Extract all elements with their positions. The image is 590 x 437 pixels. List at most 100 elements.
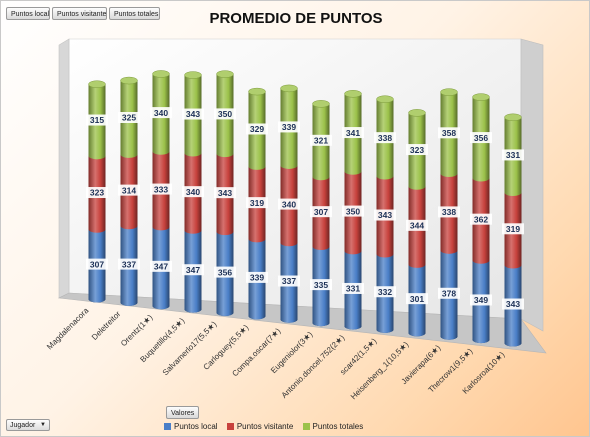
valores-field-button[interactable]: Valores <box>166 406 200 419</box>
bar-segment-bottom <box>504 261 522 269</box>
data-label: 350 <box>218 109 232 119</box>
bar-segment-bottom <box>280 239 298 247</box>
data-label-box <box>278 275 300 287</box>
bar-segment-bottom <box>408 260 426 268</box>
data-label-box <box>374 132 396 144</box>
data-label: 378 <box>442 288 456 298</box>
data-label-box <box>118 184 140 196</box>
data-label: 301 <box>410 294 424 304</box>
data-label: 347 <box>154 262 168 272</box>
data-label-box <box>182 264 204 276</box>
bar-top-cap <box>152 70 170 78</box>
data-label: 356 <box>218 267 232 277</box>
data-label: 325 <box>122 113 136 123</box>
bar-group: 307 323 315 <box>86 80 108 303</box>
data-label: 340 <box>154 108 168 118</box>
bar-top-cap <box>88 80 106 88</box>
legend: Puntos local Puntos visitante Puntos tot… <box>164 422 370 434</box>
bar-group: 337 340 339 <box>278 84 300 323</box>
bar-top-cap <box>376 95 394 103</box>
legend-label-local: Puntos local <box>174 422 218 431</box>
data-label-box <box>182 108 204 120</box>
bar-segment-bottom <box>440 332 458 340</box>
data-label-box <box>502 298 524 310</box>
bar-segment-bottom <box>344 322 362 330</box>
data-label-box <box>374 209 396 221</box>
data-label-box <box>470 294 492 306</box>
data-label: 331 <box>346 284 360 294</box>
data-label-box <box>342 282 364 294</box>
data-label-box <box>406 219 428 231</box>
bar-segment-bottom <box>216 228 234 236</box>
bar-segment-bottom <box>280 161 298 169</box>
data-label-box <box>246 271 268 283</box>
bar-group: 337 314 325 <box>118 76 140 306</box>
field-button-puntos-visitante[interactable]: Puntos visitante <box>52 7 107 20</box>
bar-group: 339 319 329 <box>246 87 268 320</box>
bar-segment-bottom <box>248 162 266 170</box>
legend-item-local: Puntos local <box>164 422 218 431</box>
legend-label-visitante: Puntos visitante <box>236 422 294 431</box>
bar-segment-bottom <box>408 329 426 337</box>
bar-segment-bottom <box>376 172 394 180</box>
data-label: 340 <box>282 199 296 209</box>
bar-top-cap <box>504 113 522 122</box>
bar-segment-bottom <box>312 173 330 181</box>
data-label: 314 <box>122 185 136 195</box>
bar-segment-bottom <box>504 339 522 347</box>
bar-top-cap <box>248 87 266 96</box>
bar-segment-bottom <box>312 319 330 327</box>
bar-group: 343 319 331 <box>502 113 524 347</box>
bar-segment-bottom <box>440 170 458 178</box>
data-label-box <box>406 293 428 305</box>
bar-top-cap <box>184 71 202 79</box>
data-label: 356 <box>474 133 488 143</box>
data-label-box <box>342 205 364 217</box>
data-label: 349 <box>474 295 488 305</box>
bar-segment-bottom <box>472 174 490 182</box>
bar-segment-bottom <box>152 302 170 310</box>
chart-right-wall <box>520 38 544 332</box>
bar-top-cap <box>472 93 490 101</box>
chart-side-wall <box>58 38 70 299</box>
data-label: 343 <box>186 109 200 119</box>
chevron-down-icon: ▼ <box>40 422 46 428</box>
bar-segment-bottom <box>472 256 490 264</box>
data-label: 323 <box>90 188 104 198</box>
field-button-puntos-local[interactable]: Puntos local <box>6 7 50 20</box>
bar-group: 378 338 358 <box>438 88 460 340</box>
bar-segment-bottom <box>408 182 426 190</box>
data-label-box <box>86 258 108 270</box>
bar-segment-bottom <box>344 247 362 255</box>
jugador-filter-label: Jugador <box>10 422 36 429</box>
data-label-box <box>310 206 332 218</box>
data-label: 319 <box>506 224 520 234</box>
data-label: 321 <box>314 136 328 146</box>
data-label-box <box>438 206 460 218</box>
data-label: 333 <box>154 184 168 194</box>
data-label: 339 <box>282 122 296 132</box>
jugador-filter-dropdown[interactable]: Jugador ▼ <box>6 419 50 431</box>
bar-top-cap <box>312 100 330 108</box>
bar-top-cap <box>440 88 458 96</box>
bar-segment-bottom <box>216 309 234 317</box>
data-label-box <box>342 127 364 139</box>
bar-segment-bottom <box>280 315 298 323</box>
bar-segment-bottom <box>120 150 138 158</box>
data-label-box <box>214 266 236 278</box>
category-label: Antonio.doncel.752(2★) <box>280 333 347 400</box>
bar-top-cap <box>120 76 138 85</box>
data-label-box <box>246 123 268 135</box>
data-label: 358 <box>442 128 456 138</box>
bar-segment-bottom <box>376 250 394 258</box>
data-label: 337 <box>122 259 136 269</box>
bar-segment-bottom <box>184 149 202 157</box>
bar-group: 301 344 323 <box>406 109 428 337</box>
data-label: 340 <box>186 187 200 197</box>
data-label: 343 <box>378 210 392 220</box>
data-label: 350 <box>346 206 360 216</box>
field-button-puntos-totales[interactable]: Puntos totales <box>109 7 160 20</box>
bar-segment-bottom <box>472 336 490 344</box>
data-label: 323 <box>410 145 424 155</box>
